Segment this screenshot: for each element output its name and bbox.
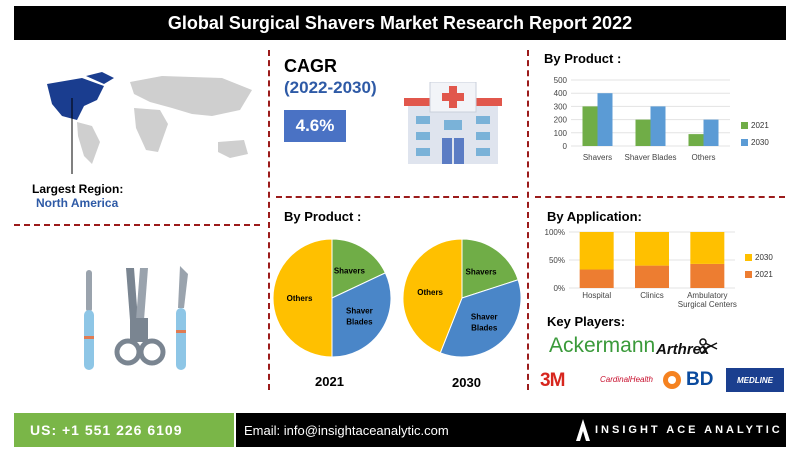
stacked-bar-2030 [690, 232, 725, 264]
y-tick-label: 300 [554, 102, 568, 111]
bar-2030 [703, 119, 719, 146]
cagr-period: (2022-2030) [284, 78, 377, 97]
x-tick-label-cont: Surgical Centers [678, 300, 737, 309]
stacked-bar-2021 [579, 269, 614, 288]
largest-region-value: North America [36, 196, 119, 210]
ackermann-logo: Ackermann [549, 334, 656, 357]
pie-slice [402, 238, 463, 354]
by-product-bar-title: By Product : [544, 51, 622, 66]
cagr-value: 4.6% [284, 110, 346, 142]
world-map-icon [47, 72, 252, 174]
slice-label-cont: Blades [346, 317, 373, 326]
slice-label-cont: Blades [471, 324, 498, 333]
divider-product [535, 196, 785, 198]
page-title: Global Surgical Shavers Market Research … [14, 6, 786, 40]
x-tick-label: Shaver Blades [624, 153, 676, 162]
pie-chart-2030: Shavers Shaver Blades Others [402, 238, 522, 358]
medline-logo: MEDLINE [726, 368, 784, 392]
slice-label: Others [417, 288, 443, 297]
pie-slice [272, 238, 333, 358]
largest-region-label: Largest Region: [32, 182, 124, 196]
x-tick-label: Ambulatory [687, 291, 727, 300]
surgical-tools-icon [84, 266, 188, 370]
legend-swatch [745, 254, 752, 261]
bd-emblem-icon [663, 371, 681, 389]
x-tick-label: Shavers [583, 153, 612, 162]
stacked-bar-2021 [690, 263, 725, 288]
arthrex-logo: Arthrex [656, 341, 710, 358]
hospital-icon [404, 82, 502, 164]
pie-slice [331, 272, 392, 358]
pie-slice [331, 238, 387, 299]
bd-logo: BD [686, 369, 714, 390]
y-tick-label: 0 [563, 142, 568, 151]
by-application-title: By Application: [547, 209, 642, 224]
legend-label: 2021 [751, 121, 769, 130]
stacked-bar-2021 [635, 265, 669, 288]
y-tick-label: 100 [554, 129, 568, 138]
x-tick-label: Others [691, 153, 715, 162]
bar-2021 [688, 134, 704, 146]
bar-2021 [635, 119, 651, 146]
y-tick-label: 200 [554, 116, 568, 125]
slice-label: Shaver [346, 306, 373, 315]
bar-2030 [597, 93, 613, 146]
divider-left [268, 50, 270, 390]
x-tick-label: Hospital [582, 291, 611, 300]
slice-label: Shavers [334, 267, 366, 276]
legend-label: 2030 [751, 138, 769, 147]
slice-label: Others [287, 294, 313, 303]
pie-chart-2021: Shavers Shaver Blades Others [272, 238, 392, 358]
stacked-bar-2030 [579, 232, 614, 270]
cardinalhealth-logo: CardinalHealth [600, 375, 653, 384]
arthrex-scissors-icon [699, 338, 718, 354]
legend-swatch [745, 271, 752, 278]
pie-year-2030: 2030 [452, 375, 481, 390]
legend-label: 2021 [755, 270, 773, 279]
legend-label: 2030 [755, 253, 773, 262]
legend-swatch [741, 139, 748, 146]
pie-slice [461, 238, 519, 299]
slice-label: Shaver [471, 313, 498, 322]
y-tick-label: 500 [554, 76, 568, 85]
product-bar-chart: 0 100 200 300 400 500 Shavers Shaver Blades Othe… [554, 76, 770, 162]
application-bar-chart: 0% 50% 100% Hospital Clinics AmbulatorySurgic… [545, 228, 774, 309]
footer-email: Email: info@insightaceanalytic.com [236, 413, 786, 447]
key-players-title: Key Players: [547, 314, 626, 329]
3m-logo: 3M [540, 370, 565, 391]
y-tick-label: 100% [545, 228, 565, 237]
cagr-label: CAGR [284, 56, 337, 76]
footer-brand: INSIGHT ACE ANALYTIC [595, 424, 783, 436]
pie-year-2021: 2021 [315, 374, 344, 389]
pie-slice [439, 279, 522, 358]
bar-2021 [582, 106, 598, 146]
slice-label: Shavers [466, 268, 498, 277]
divider-cagr [276, 196, 518, 198]
y-tick-label: 0% [553, 284, 565, 293]
footer-phone: US: +1 551 226 6109 [14, 413, 234, 447]
y-tick-label: 400 [554, 89, 568, 98]
by-product-pie-title: By Product : [284, 209, 362, 224]
bar-2030 [650, 106, 666, 146]
divider-region [14, 224, 260, 226]
legend-swatch [741, 122, 748, 129]
stacked-bar-2030 [635, 232, 669, 266]
x-tick-label: Clinics [640, 291, 664, 300]
y-tick-label: 50% [549, 256, 565, 265]
divider-right [527, 50, 529, 390]
brand-logo-icon [576, 419, 590, 441]
